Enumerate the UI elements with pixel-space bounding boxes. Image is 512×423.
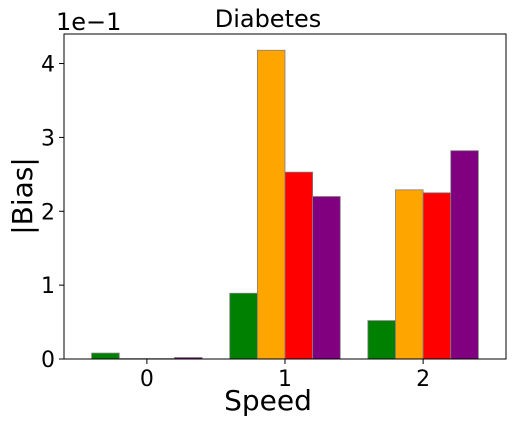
x-ticks: 0 1 2 [140, 359, 430, 392]
bar-cat-2-series-2 [422, 192, 452, 360]
bar-cat-2-series-0 [367, 320, 396, 360]
bar-cat-2-series-1 [395, 189, 424, 360]
y-tick-label: 1 [41, 274, 55, 299]
bar-cat-2-series-3 [450, 150, 479, 360]
bar-cat-0-series-0 [91, 352, 120, 360]
bar-cat-1-series-2 [284, 171, 314, 360]
x-tick-label: 2 [416, 367, 430, 392]
bar-cat-1-series-1 [256, 49, 286, 360]
y-axis-label: |Bias| [6, 157, 39, 235]
bars-group [91, 49, 479, 360]
y-tick-label: 2 [41, 200, 55, 225]
y-tick-label: 0 [41, 348, 55, 373]
y-tick-label: 4 [41, 53, 55, 78]
plot-frame [63, 33, 507, 360]
chart-title: Diabetes [215, 5, 322, 33]
bar-cat-1-series-3 [312, 196, 341, 360]
y-tick-label: 3 [41, 126, 55, 151]
y-ticks: 0 1 2 3 4 [41, 53, 64, 373]
bar-cat-1-series-0 [229, 292, 258, 360]
x-tick-label: 1 [278, 367, 292, 392]
x-axis-label: Speed [224, 384, 312, 417]
x-tick-label: 0 [140, 367, 154, 392]
y-axis-offset-text: 1e−1 [56, 8, 121, 36]
